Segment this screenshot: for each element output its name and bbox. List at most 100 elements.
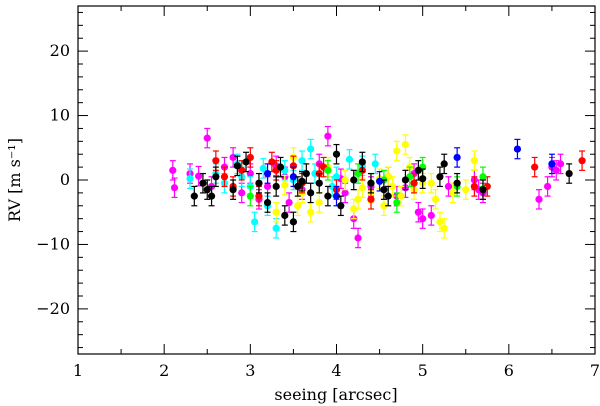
y-tick-label: 10 bbox=[50, 106, 70, 125]
point-marker bbox=[578, 157, 586, 165]
data-point bbox=[203, 179, 211, 200]
data-point bbox=[535, 189, 543, 210]
data-point bbox=[212, 166, 220, 188]
data-point bbox=[358, 151, 366, 173]
data-point bbox=[367, 172, 375, 194]
point-series bbox=[169, 125, 565, 249]
y-tick-labels: 20 10 0 −10 −20 bbox=[36, 41, 70, 318]
point-marker bbox=[449, 189, 457, 197]
data-point bbox=[345, 149, 354, 170]
data-point bbox=[350, 169, 358, 191]
data-point bbox=[332, 185, 341, 207]
point-marker bbox=[341, 176, 349, 184]
data-point bbox=[556, 153, 565, 175]
data-point bbox=[401, 134, 410, 155]
data-point bbox=[302, 163, 310, 184]
y-axis-title: RV [m s⁻¹] bbox=[5, 138, 24, 222]
data-points bbox=[169, 125, 586, 249]
point-marker bbox=[436, 173, 444, 181]
data-point bbox=[229, 179, 237, 200]
point-marker bbox=[393, 198, 401, 207]
data-point bbox=[307, 182, 315, 204]
point-marker bbox=[397, 192, 405, 200]
point-marker bbox=[565, 169, 573, 178]
data-point bbox=[190, 185, 198, 207]
point-marker bbox=[203, 186, 211, 194]
data-point bbox=[548, 153, 556, 175]
data-point bbox=[324, 125, 332, 147]
point-marker bbox=[337, 202, 345, 210]
data-point bbox=[371, 153, 379, 175]
point-marker bbox=[367, 179, 375, 187]
point-marker bbox=[190, 192, 198, 200]
point-marker bbox=[186, 175, 194, 183]
point-marker bbox=[453, 179, 461, 187]
data-point bbox=[281, 205, 289, 226]
point-marker bbox=[436, 218, 444, 226]
point-marker bbox=[259, 164, 267, 172]
point-marker bbox=[350, 176, 358, 184]
point-marker bbox=[207, 192, 216, 200]
point-marker bbox=[367, 195, 375, 203]
data-point bbox=[315, 192, 323, 213]
data-point bbox=[307, 201, 315, 223]
x-tick-label: 2 bbox=[159, 361, 169, 380]
point-marker bbox=[294, 182, 302, 191]
data-point bbox=[186, 168, 194, 189]
point-marker bbox=[229, 186, 237, 194]
data-point bbox=[263, 163, 272, 184]
point-marker bbox=[272, 208, 280, 216]
point-marker bbox=[246, 153, 254, 162]
point-marker bbox=[380, 186, 388, 194]
data-point bbox=[479, 166, 487, 188]
point-series bbox=[190, 143, 573, 233]
point-marker bbox=[263, 169, 272, 178]
point-marker bbox=[414, 166, 422, 174]
point-marker bbox=[375, 177, 384, 185]
y-tick-label: 20 bbox=[50, 41, 70, 60]
point-marker bbox=[315, 198, 323, 207]
data-point bbox=[380, 179, 388, 200]
point-marker bbox=[531, 163, 539, 171]
data-point bbox=[233, 155, 242, 177]
point-marker bbox=[272, 224, 280, 232]
data-point bbox=[531, 156, 539, 178]
point-marker bbox=[307, 189, 315, 197]
data-point bbox=[246, 147, 254, 168]
point-marker bbox=[298, 157, 306, 165]
data-point bbox=[388, 176, 397, 197]
data-point bbox=[440, 218, 448, 239]
data-point bbox=[315, 172, 323, 194]
data-point bbox=[384, 185, 392, 207]
point-marker bbox=[246, 192, 254, 200]
point-marker bbox=[324, 166, 332, 174]
point-marker bbox=[212, 173, 220, 181]
point-marker bbox=[229, 153, 237, 162]
point-marker bbox=[427, 211, 435, 220]
data-point bbox=[397, 185, 405, 207]
data-point bbox=[324, 160, 332, 181]
point-marker bbox=[281, 211, 289, 220]
data-point bbox=[427, 205, 435, 226]
data-point bbox=[470, 150, 478, 171]
point-marker bbox=[419, 175, 427, 183]
data-point bbox=[285, 192, 293, 213]
data-point bbox=[419, 208, 427, 229]
x-axis-title: seeing [arcsec] bbox=[274, 385, 397, 404]
data-point bbox=[462, 179, 470, 200]
data-point bbox=[263, 192, 272, 213]
point-marker bbox=[251, 218, 259, 226]
data-point bbox=[307, 138, 315, 160]
point-marker bbox=[354, 234, 362, 242]
data-point bbox=[298, 150, 306, 171]
data-point bbox=[436, 166, 444, 188]
point-marker bbox=[345, 155, 354, 163]
point-marker bbox=[307, 145, 315, 153]
data-point bbox=[324, 185, 332, 207]
point-marker bbox=[556, 160, 565, 168]
data-point bbox=[294, 176, 302, 197]
data-point bbox=[470, 176, 478, 197]
data-point bbox=[276, 156, 285, 178]
x-tick-label: 3 bbox=[245, 361, 255, 380]
point-marker bbox=[263, 182, 272, 191]
